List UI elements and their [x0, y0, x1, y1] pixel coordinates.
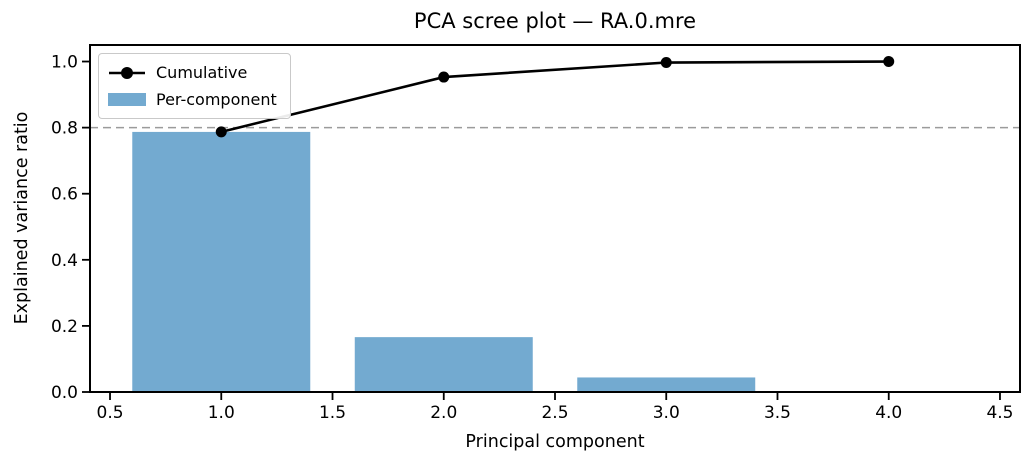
x-tick-label: 4.5 [986, 403, 1013, 423]
cumulative-line [220, 60, 889, 134]
legend-entry-per-component: Per-component [108, 87, 277, 112]
x-tick-label: 3.0 [653, 403, 680, 423]
per-component-swatch-icon [108, 93, 146, 106]
y-tick-label: 0.0 [51, 383, 78, 403]
y-axis-label: Explained variance ratio [12, 111, 32, 325]
x-tick-label: 2.5 [541, 403, 568, 423]
x-tick-label: 1.5 [319, 403, 346, 423]
x-tick-label: 1.0 [208, 403, 235, 423]
legend: Cumulative Per-component [98, 53, 291, 119]
x-tick-label: 3.5 [764, 403, 791, 423]
per-component-bar-pc2 [354, 337, 533, 392]
per-component-bar-pc1 [132, 131, 311, 393]
legend-label-per-component: Per-component [156, 89, 277, 109]
y-tick-label: 0.4 [51, 251, 78, 271]
y-tick-label: 0.6 [51, 185, 78, 205]
x-axis-label: Principal component [465, 432, 645, 452]
cumulative-marker-pc2 [438, 71, 450, 83]
x-tick-label: 4.0 [875, 403, 902, 423]
cumulative-marker-pc1 [215, 126, 227, 138]
chart-title: PCA scree plot — RA.0.mre [413, 9, 697, 33]
per-component-bar-pc3 [577, 377, 756, 392]
legend-label-cumulative: Cumulative [156, 62, 248, 82]
cumulative-marker-pc4 [883, 56, 895, 68]
x-tick-label: 0.5 [97, 403, 124, 423]
legend-entry-cumulative: Cumulative [108, 60, 277, 85]
y-tick-label: 0.2 [51, 317, 78, 337]
cumulative-line-icon [109, 66, 145, 79]
cumulative-marker-pc3 [660, 57, 672, 69]
plot-frame [89, 44, 1021, 393]
x-tick-label: 2.0 [430, 403, 457, 423]
y-tick-label: 0.8 [51, 119, 78, 139]
y-tick-label: 1.0 [51, 53, 78, 73]
